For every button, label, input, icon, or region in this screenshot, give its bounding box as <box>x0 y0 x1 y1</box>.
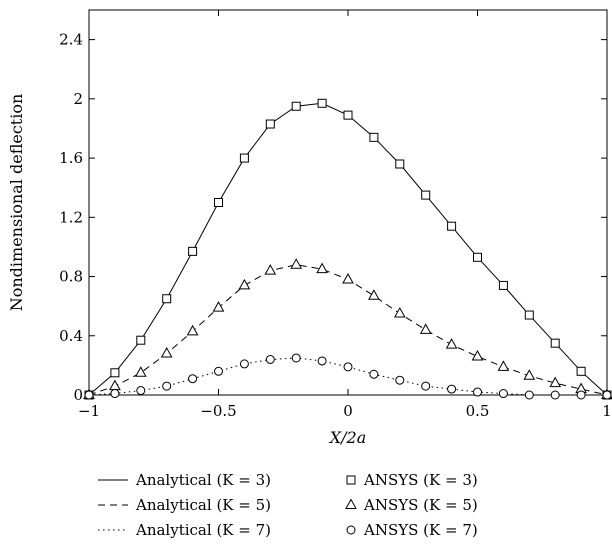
triangle-marker <box>523 369 536 380</box>
legend-label: Analytical (K = 5) <box>135 496 271 514</box>
y-axis-label: Nondimensional deflection <box>7 94 26 312</box>
x-axis-label: X/2a <box>328 428 367 447</box>
circle-marker <box>524 390 534 400</box>
x-tick-label: 0.5 <box>466 402 490 420</box>
square-marker <box>369 132 379 142</box>
legend: Analytical (K = 3) Analytical (K = 5) Anal… <box>98 471 478 539</box>
circle-marker <box>576 390 586 400</box>
triangle-marker <box>471 349 484 361</box>
circle-marker <box>188 374 198 384</box>
circle-marker <box>239 359 249 369</box>
square-marker <box>395 159 405 169</box>
circle-marker <box>447 384 457 394</box>
y-tick-label: 0 <box>73 386 83 404</box>
circle-marker <box>602 390 612 400</box>
square-marker <box>110 368 120 378</box>
plot-frame <box>88 9 608 396</box>
y-tick-label: 2 <box>73 90 83 108</box>
circle-marker <box>473 387 482 397</box>
legend-label: Analytical (K = 7) <box>135 521 271 539</box>
circle-marker <box>343 362 353 372</box>
y-tick-label: 0.8 <box>59 268 83 286</box>
square-marker <box>524 310 534 320</box>
square-marker <box>498 280 508 290</box>
circle-marker <box>214 366 223 376</box>
triangle-marker <box>160 347 173 358</box>
y-tick-label: 1.6 <box>59 149 83 167</box>
y-tick-label: 2.4 <box>59 31 83 49</box>
square-marker <box>473 252 482 262</box>
triangle-marker <box>393 307 406 318</box>
circle-marker <box>162 381 172 391</box>
circle-marker <box>136 386 146 396</box>
y-tick-label: 0.4 <box>59 327 83 345</box>
x-tick-label: −1 <box>78 402 100 420</box>
square-marker <box>265 119 275 129</box>
legend-square-swatch <box>346 475 356 485</box>
legend-label: ANSYS (K = 3) <box>363 471 478 489</box>
circle-marker <box>421 381 431 391</box>
triangle-marker <box>290 258 303 269</box>
triangle-marker <box>342 272 354 284</box>
circle-marker <box>84 390 94 400</box>
triangle-marker <box>549 376 562 388</box>
circle-marker <box>110 389 120 399</box>
circle-marker <box>498 389 508 399</box>
square-marker <box>162 294 172 304</box>
x-tick-label: 1 <box>602 402 612 420</box>
triangle-marker <box>368 289 380 300</box>
triangle-marker <box>264 264 277 275</box>
triangle-marker <box>419 323 432 334</box>
triangle-marker <box>186 324 199 336</box>
circle-marker <box>395 375 405 385</box>
circle-marker <box>265 354 275 364</box>
legend-label: Analytical (K = 3) <box>135 471 271 489</box>
triangle-marker <box>316 262 328 274</box>
circle-marker <box>369 369 379 379</box>
circle-marker <box>291 353 301 363</box>
circle-marker <box>550 390 560 400</box>
square-marker <box>317 98 327 108</box>
square-marker <box>550 338 560 348</box>
triangle-marker <box>238 278 251 290</box>
legend-triangle-swatch <box>345 498 357 509</box>
legend-label: ANSYS (K = 7) <box>363 521 478 539</box>
square-marker <box>447 221 457 231</box>
square-marker <box>576 366 586 376</box>
triangle-marker <box>134 366 147 377</box>
x-tick-label: −0.5 <box>200 402 236 420</box>
square-marker <box>421 190 431 200</box>
square-marker <box>136 335 146 345</box>
circle-marker <box>317 356 327 366</box>
square-marker <box>214 198 223 207</box>
x-tick-label: 0 <box>343 402 353 420</box>
square-marker <box>343 110 353 120</box>
square-marker <box>239 153 249 163</box>
triangle-marker <box>109 379 121 391</box>
legend-circle-swatch <box>346 525 356 535</box>
axes: −1 −0.5 0 0.5 1 0 0.4 0.8 1.2 1.6 2 2.4 <box>59 9 612 420</box>
square-marker <box>188 246 198 256</box>
triangle-marker <box>445 338 458 349</box>
y-tick-label: 1.2 <box>59 208 83 226</box>
legend-label: ANSYS (K = 5) <box>363 496 478 514</box>
markers-layer <box>83 98 612 400</box>
triangle-marker <box>212 301 225 312</box>
triangle-marker <box>497 360 510 371</box>
square-marker <box>291 101 301 111</box>
